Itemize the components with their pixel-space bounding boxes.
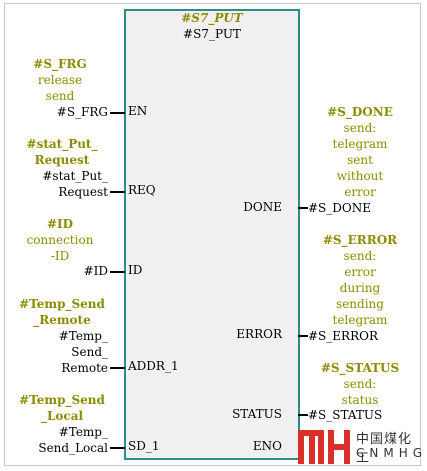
addr1-actual-line2[interactable]: Send_ — [71, 345, 108, 359]
en-pin-label: EN — [128, 104, 148, 118]
req-comment-name-line1: #stat_Put_ — [26, 137, 98, 151]
done-pin-label: DONE — [243, 200, 282, 214]
error-comment-name: #S_ERROR — [322, 233, 398, 247]
en-comment-line2: send — [45, 89, 75, 103]
addr1-pin-line — [110, 367, 125, 369]
req-actual-line2[interactable]: Request — [58, 185, 108, 199]
error-pin-label: ERROR — [236, 327, 282, 341]
status-pin-line — [298, 414, 308, 416]
en-pin-line — [110, 112, 125, 114]
error-comment-line4: sending — [336, 297, 384, 311]
watermark-cn-text: 中国煤化工 — [356, 432, 413, 466]
addr1-pin-label: ADDR_1 — [128, 359, 179, 373]
diagram-frame — [4, 3, 421, 466]
done-comment-line2: telegram — [332, 137, 388, 151]
done-comment-line5: error — [344, 185, 376, 199]
sd1-pin-label: SD_1 — [128, 439, 160, 453]
id-actual-parameter[interactable]: #ID — [83, 264, 108, 278]
sd1-pin-line — [110, 447, 125, 449]
status-comment-line1: send: — [343, 377, 377, 391]
done-comment-line4: without — [336, 169, 384, 183]
en-comment-name: #S_FRG — [33, 57, 87, 71]
req-pin-line — [110, 191, 125, 193]
addr1-actual-line1[interactable]: #Temp_ — [58, 329, 108, 343]
sd1-actual-line2[interactable]: Send_Local — [38, 441, 108, 455]
sd1-comment-name-line2: _Local — [40, 409, 84, 423]
id-pin-line — [110, 271, 125, 273]
sd1-actual-line1[interactable]: #Temp_ — [58, 425, 108, 439]
status-comment-line2: status — [341, 393, 379, 407]
id-comment-line2: -ID — [50, 249, 70, 263]
addr1-comment-name-line2: _Remote — [33, 313, 91, 327]
en-actual-parameter[interactable]: #S_FRG — [56, 105, 108, 119]
id-pin-label: ID — [128, 263, 143, 277]
done-actual-parameter[interactable]: #S_DONE — [308, 201, 371, 215]
addr1-comment-name-line1: #Temp_Send — [19, 297, 105, 311]
en-comment-line1: release — [37, 73, 83, 87]
block-instance-name: #S7_PUT — [181, 11, 243, 25]
req-actual-line1[interactable]: #stat_Put_ — [42, 169, 108, 183]
done-comment-line3: sent — [347, 153, 373, 167]
watermark-en-text: CNMHG — [356, 446, 427, 460]
error-comment-line2: error — [344, 265, 376, 279]
error-actual-parameter[interactable]: #S_ERROR — [308, 329, 378, 343]
done-pin-line — [298, 207, 308, 209]
watermark-logo: 中国煤化工 CNMHG — [298, 426, 424, 466]
logo-mark-icon — [298, 430, 350, 464]
done-comment-line1: send: — [343, 121, 377, 135]
done-comment-name: #S_DONE — [327, 105, 393, 119]
sd1-comment-name-line1: #Temp_Send — [19, 393, 105, 407]
req-comment-name-line2: Request — [34, 153, 90, 167]
status-actual-parameter[interactable]: #S_STATUS — [308, 408, 383, 422]
req-pin-label: REQ — [128, 183, 156, 197]
id-comment-name: #ID — [46, 217, 74, 231]
status-pin-label: STATUS — [232, 407, 282, 421]
error-pin-line — [298, 335, 308, 337]
block-type-name: #S7_PUT — [183, 27, 241, 41]
s7-put-block[interactable] — [124, 9, 300, 460]
error-comment-line5: telegram — [332, 313, 388, 327]
id-comment-line1: connection — [26, 233, 94, 247]
error-comment-line1: send: — [343, 249, 377, 263]
eno-pin-label: ENO — [252, 439, 282, 453]
status-comment-name: #S_STATUS — [320, 361, 400, 375]
addr1-actual-line3[interactable]: Remote — [61, 361, 108, 375]
error-comment-line3: during — [339, 281, 381, 295]
